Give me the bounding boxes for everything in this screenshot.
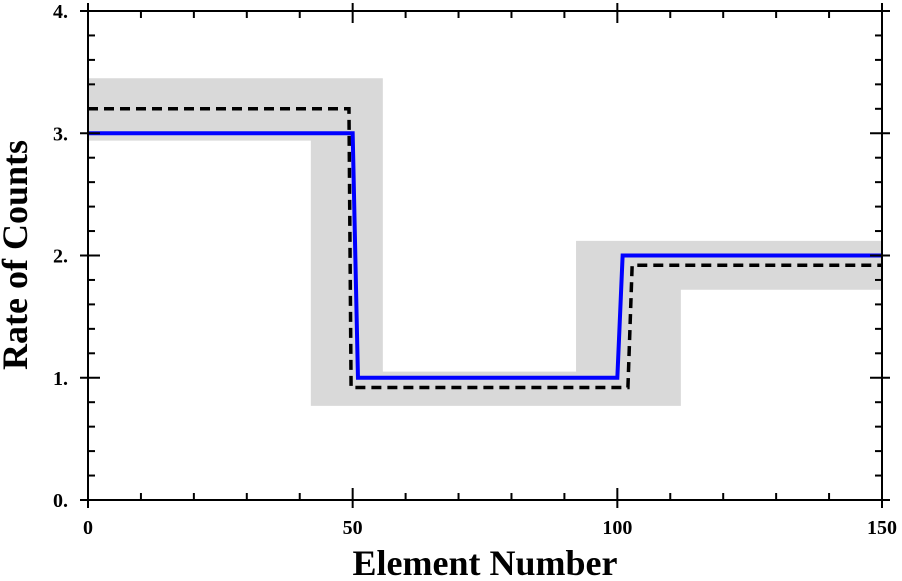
- y-tick-label: 0.: [53, 490, 68, 512]
- x-axis-label: Element Number: [353, 543, 618, 581]
- x-tick-label: 50: [343, 517, 363, 539]
- series-line: [88, 107, 882, 390]
- x-tick-label: 150: [867, 517, 897, 539]
- y-axis-label: Rate of Counts: [0, 140, 35, 370]
- uncertainty-band: [88, 78, 882, 406]
- series-line: [88, 131, 882, 380]
- y-tick-label: 4.: [53, 1, 68, 23]
- y-tick-label: 3.: [53, 123, 68, 145]
- y-tick-label: 1.: [53, 368, 68, 390]
- x-tick-label: 100: [602, 517, 632, 539]
- y-tick-label: 2.: [53, 246, 68, 268]
- x-tick-label: 0: [83, 517, 93, 539]
